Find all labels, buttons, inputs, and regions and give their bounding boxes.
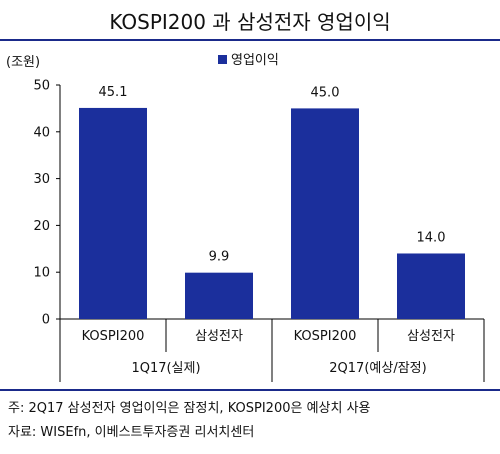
bar-chart: 0 10 20 30 40 50 (조원) 영업이익 45.1 KOSPI200 9.9 삼성전자 45… [6,53,485,382]
bar [79,107,147,319]
title-underline [0,39,500,41]
x-category-label: 삼성전자 [195,329,243,344]
bar [397,253,465,319]
x-category-label: KOSPI200 [294,329,357,344]
y-tick-label: 0 [42,313,50,328]
y-tick-label: 40 [33,125,50,140]
bar-value-label: 45.1 [99,85,128,100]
bar-value-label: 9.9 [209,250,230,265]
x-category-label: KOSPI200 [82,329,145,344]
bar-value-label: 14.0 [417,230,446,245]
legend-swatch [218,55,227,64]
x-group-label: 1Q17(실제) [131,361,200,376]
chart-title: KOSPI200 과 삼성전자 영업이익 [109,10,391,34]
x-group-label: 2Q17(예상/잠정) [329,361,426,376]
footer-rule [0,389,500,391]
chart-note: 주: 2Q17 삼성전자 영업이익은 잠정치, KOSPI200은 예상치 사용 [8,401,371,416]
legend-label: 영업이익 [231,53,279,68]
y-tick-label: 30 [33,172,50,187]
bar-value-label: 45.0 [311,85,340,100]
y-tick-label: 50 [33,79,50,94]
chart-source: 자료: WISEfn, 이베스트투자증권 리서치센터 [8,425,255,440]
bar [291,108,359,320]
x-category-label: 삼성전자 [407,329,455,344]
y-tick-label: 10 [33,266,50,281]
y-tick-label: 20 [33,219,50,234]
y-unit-label: (조원) [6,55,40,70]
bar [185,272,253,319]
